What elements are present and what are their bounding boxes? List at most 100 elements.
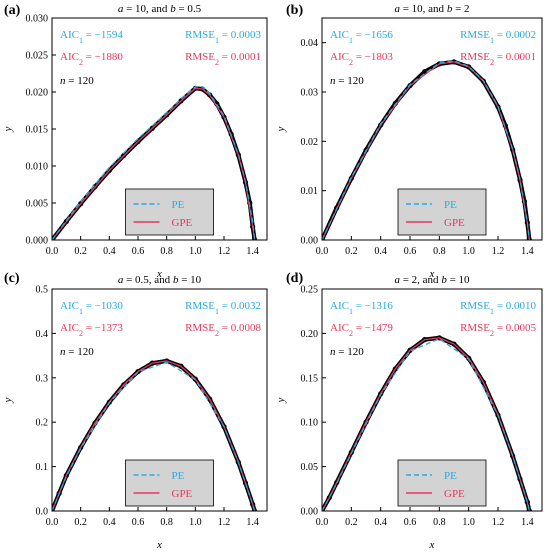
n-annotation: n = 120: [60, 75, 94, 87]
x-tick-label: 0.6: [132, 246, 145, 257]
axes-frame: [51, 288, 268, 512]
x-tick-label: 1.0: [189, 246, 202, 257]
y-tick-label: 0.05: [301, 462, 319, 473]
legend-pe-label: PE: [172, 470, 185, 482]
y-axis-label: y: [2, 126, 14, 132]
plot-area: [322, 59, 532, 240]
x-tick-label: 1.0: [189, 517, 202, 528]
y-axis-label: y: [275, 397, 287, 403]
n-annotation: n = 120: [60, 346, 94, 358]
x-tick-label: 1.2: [218, 517, 231, 528]
aic2-annotation: AIC2 = −1373: [60, 322, 123, 338]
x-tick-label: 1.4: [246, 517, 259, 528]
panel-a: (a) a = 10, and b = 0.5 x y 0.0 0.2 0.4 0.6 0.8 1…: [2, 3, 268, 280]
y-tick-label: 0.01: [301, 186, 319, 197]
x-tick-label: 0.4: [374, 517, 387, 528]
panel-label: (b): [286, 3, 303, 18]
axes-frame: [321, 17, 543, 241]
legend-pe-label: PE: [444, 470, 457, 482]
plot-area: [52, 85, 258, 240]
x-tick-label: 0.8: [433, 246, 446, 257]
aic2-annotation: AIC2 = −1803: [330, 51, 393, 67]
x-tick-label: 1.0: [462, 246, 475, 257]
legend-gpe-label: GPE: [172, 488, 193, 500]
x-axis-label: x: [156, 539, 162, 551]
legend: PE GPE: [397, 459, 487, 507]
legend-gpe-label: GPE: [444, 488, 465, 500]
x-tick-label: 0.2: [345, 517, 358, 528]
axes-frame: [51, 17, 268, 241]
x-tick-label: 1.2: [492, 246, 505, 257]
y-tick-label: 0.4: [36, 329, 49, 340]
x-tick-label: 1.0: [462, 517, 475, 528]
y-tick-label: 0.025: [26, 51, 49, 62]
legend-box: [125, 459, 214, 507]
x-tick-label: 0.0: [46, 246, 59, 257]
y-tick-label: 0.0: [36, 507, 49, 518]
panel-label: (c): [4, 271, 20, 286]
rmse1-annotation: RMSE1 = 0.0032: [185, 300, 261, 316]
aic1-annotation: AIC1 = −1656: [330, 29, 393, 45]
pe-line: [322, 60, 531, 240]
y-tick-label: 0.03: [301, 88, 319, 99]
y-tick-label: 0.2: [36, 418, 49, 429]
x-tick-label: 0.2: [74, 246, 87, 257]
legend: PE GPE: [397, 188, 487, 236]
y-axis-label: y: [2, 397, 14, 403]
panel-title: a = 2, and b = 10: [394, 274, 470, 286]
panel-title: a = 10, and b = 0.5: [118, 3, 202, 15]
x-tick-label: 0.4: [374, 246, 387, 257]
x-tick-label: 0.2: [74, 517, 87, 528]
x-tick-label: 0.8: [160, 246, 173, 257]
legend-box: [125, 188, 214, 236]
x-axis-label: x: [156, 268, 162, 280]
x-tick-label: 0.2: [345, 246, 358, 257]
y-tick-label: 0.000: [26, 236, 49, 247]
aic2-annotation: AIC2 = −1479: [330, 322, 393, 338]
aic1-annotation: AIC1 = −1594: [60, 29, 123, 45]
rmse2-annotation: RMSE2 = 0.0001: [460, 51, 536, 67]
y-tick-label: 0.10: [301, 418, 319, 429]
n-annotation: n = 120: [330, 346, 364, 358]
panel-title: a = 0.5, and b = 10: [118, 274, 202, 286]
y-tick-label: 0.005: [26, 199, 49, 210]
y-tick-label: 0.04: [301, 38, 319, 49]
y-tick-label: 0.15: [301, 373, 319, 384]
aic2-annotation: AIC2 = −1880: [60, 51, 123, 67]
x-tick-label: 0.4: [103, 517, 116, 528]
x-tick-label: 1.4: [521, 246, 534, 257]
legend-pe-label: PE: [172, 199, 185, 211]
x-tick-label: 0.6: [404, 246, 417, 257]
plot-area: [322, 335, 532, 511]
panel-label: (a): [4, 3, 21, 18]
y-tick-label: 0.20: [301, 329, 319, 340]
y-tick-label: 0.00: [301, 507, 319, 518]
y-tick-label: 0.25: [301, 285, 319, 296]
rmse2-annotation: RMSE2 = 0.0005: [460, 322, 536, 338]
axes-frame: [321, 288, 543, 512]
x-tick-label: 0.8: [160, 517, 173, 528]
pe-line: [52, 361, 256, 511]
aic1-annotation: AIC1 = −1030: [60, 300, 123, 316]
x-tick-label: 1.2: [218, 246, 231, 257]
legend-gpe-label: GPE: [172, 217, 193, 229]
x-tick-label: 0.0: [316, 246, 329, 257]
x-tick-label: 0.4: [103, 246, 116, 257]
legend-box: [397, 459, 487, 507]
gpe-line: [52, 87, 256, 240]
n-annotation: n = 120: [330, 75, 364, 87]
y-tick-label: 0.00: [301, 236, 319, 247]
x-tick-label: 1.4: [246, 246, 259, 257]
x-axis-label: x: [429, 268, 435, 280]
panel-b: (b) a = 10, and b = 2 x y 0.0 0.2 0.4 0.6 0.8 1.0…: [275, 3, 543, 280]
x-tick-label: 0.0: [46, 517, 59, 528]
y-tick-label: 0.5: [36, 285, 49, 296]
y-tick-label: 0.02: [301, 137, 319, 148]
y-tick-label: 0.3: [36, 373, 49, 384]
y-axis-label: y: [275, 126, 287, 132]
aic1-annotation: AIC1 = −1316: [330, 300, 393, 316]
legend-box: [397, 188, 487, 236]
